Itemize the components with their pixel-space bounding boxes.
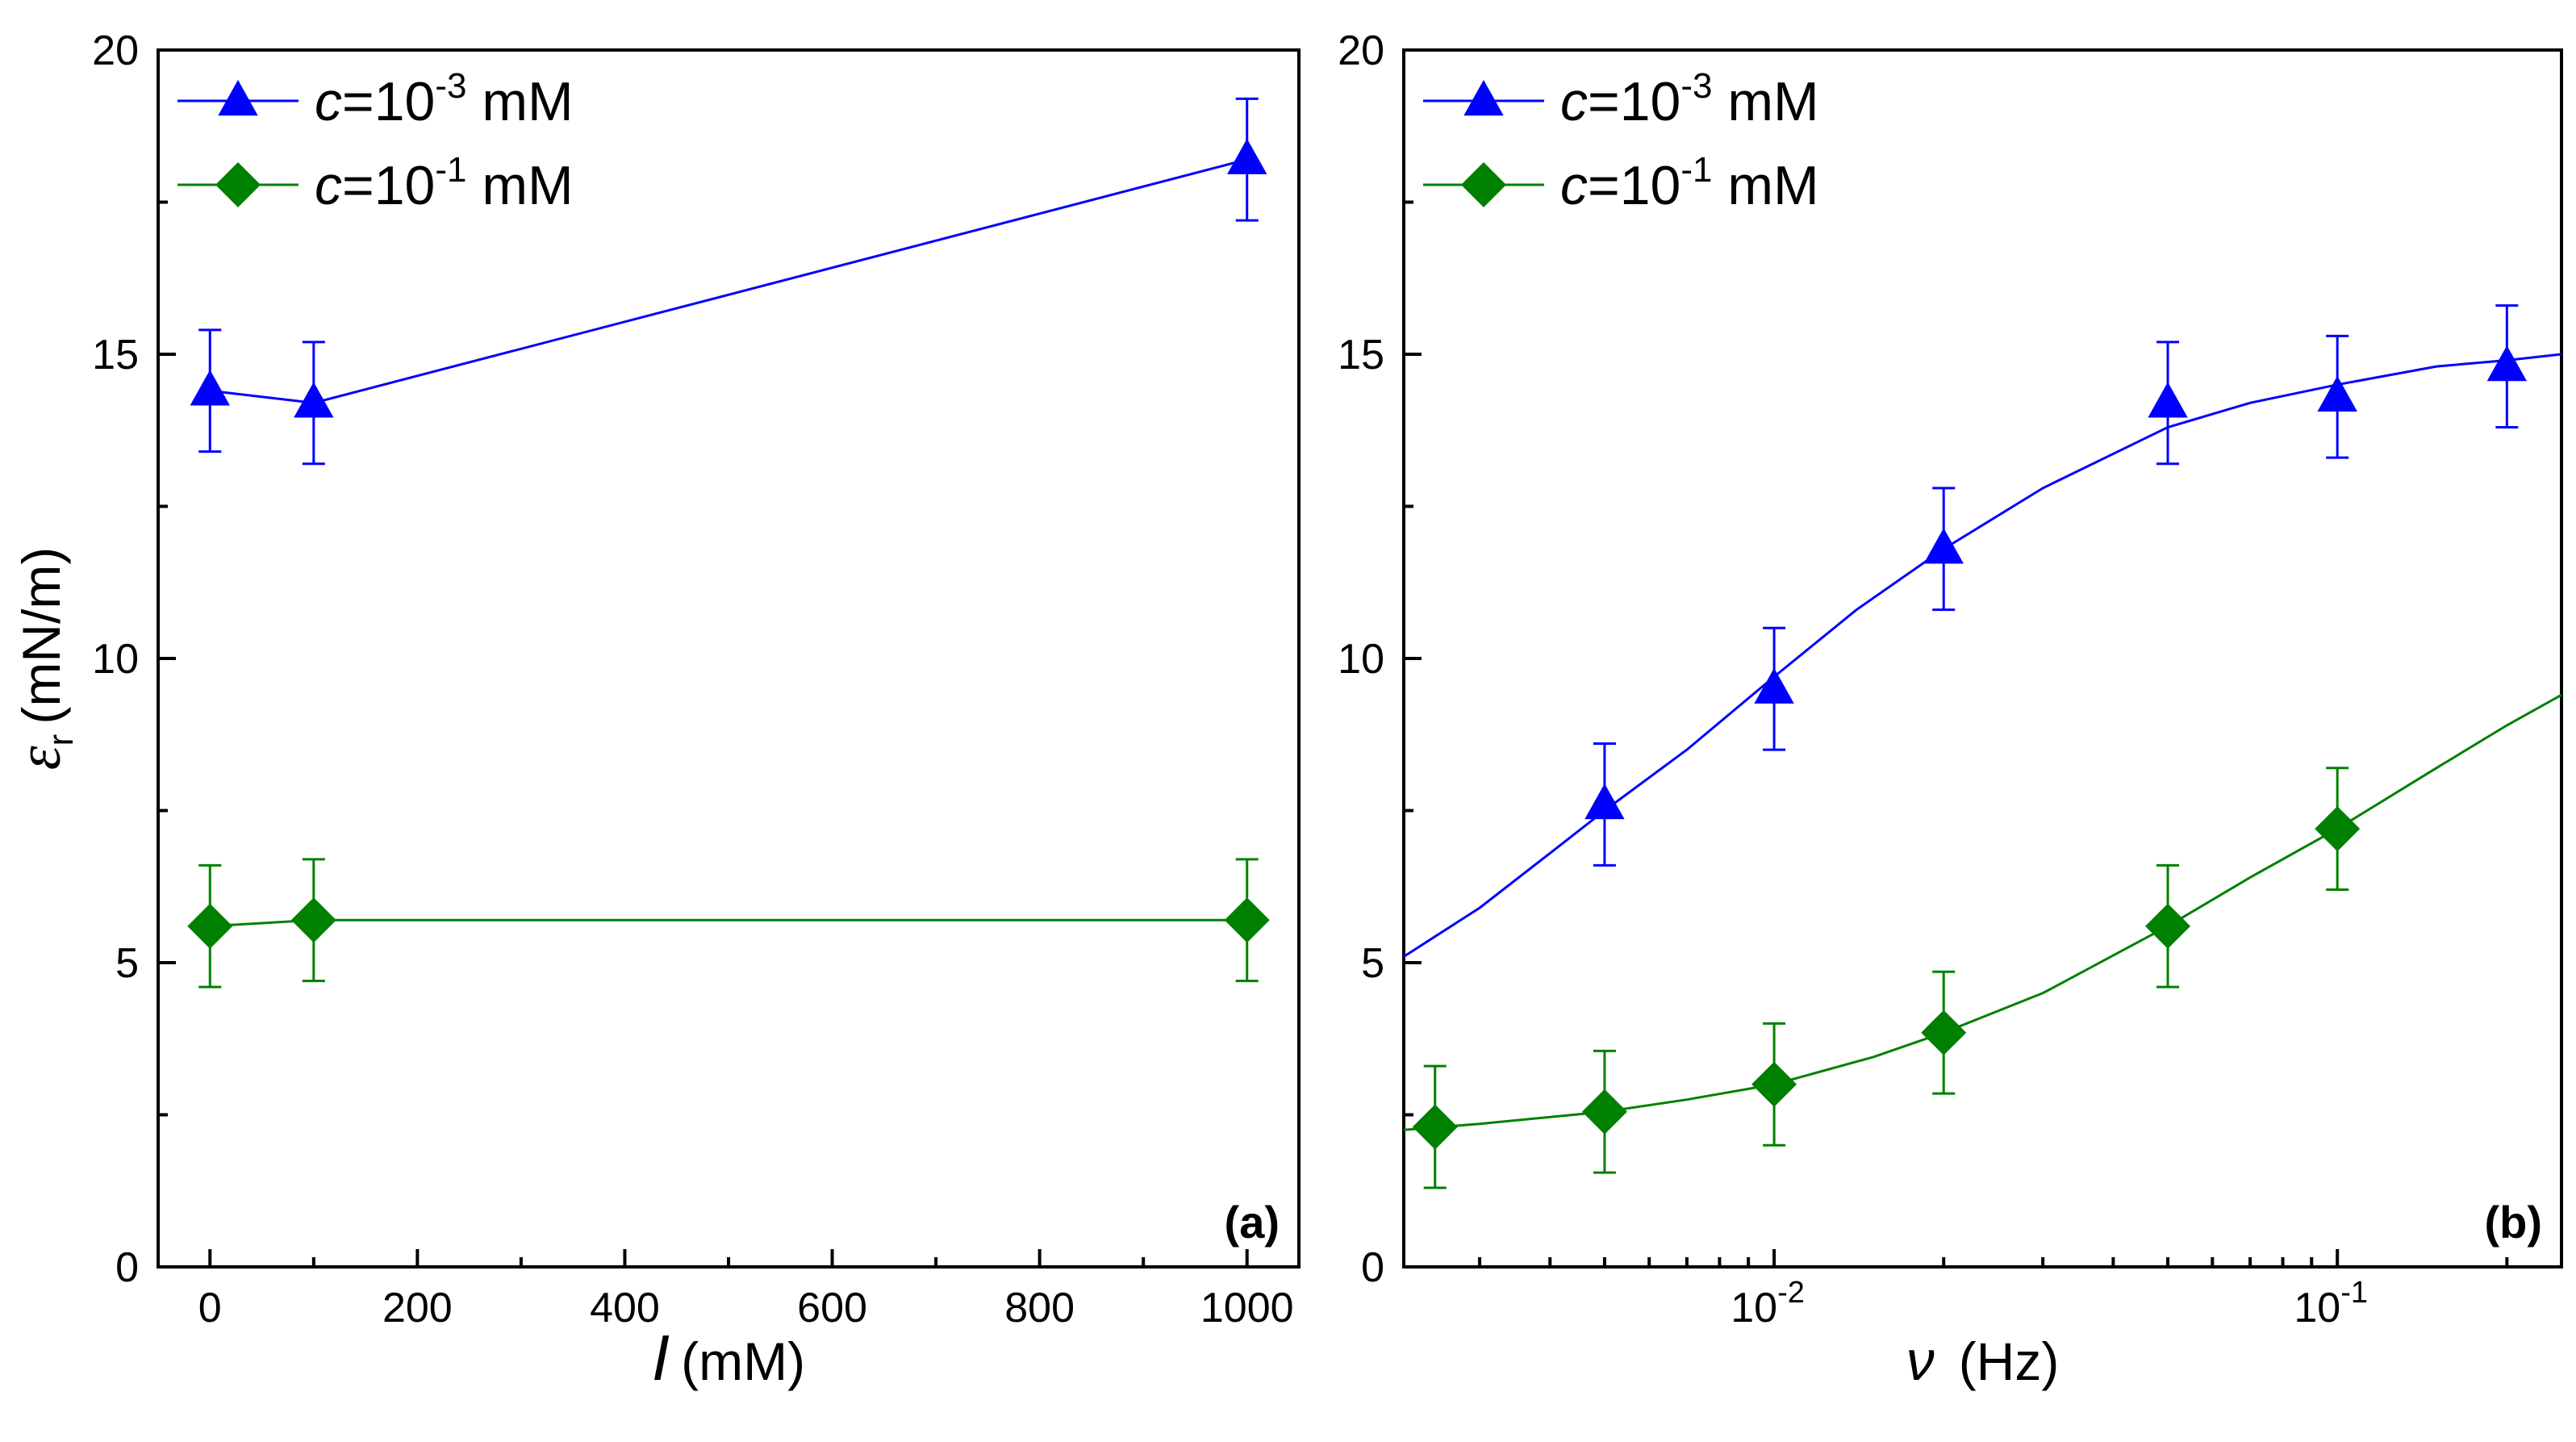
x-axis-unit: (Hz) — [1959, 1331, 2060, 1391]
fit-curve — [1403, 353, 2562, 958]
x-tick-label: 600 — [797, 1285, 867, 1331]
plot-frame — [1402, 48, 2563, 1269]
legend-label-exponent: -1 — [1680, 150, 1712, 190]
legend-label-var: c — [1560, 71, 1588, 132]
legend-label-base: =10 — [342, 155, 435, 216]
y-axis-unit: (mN/m) — [11, 547, 71, 725]
legend-entry: c=10-3 mM — [1423, 66, 1819, 132]
legend-label: c=10-3 mM — [1560, 66, 1819, 132]
data-point — [1581, 1089, 1627, 1135]
y-tick-label: 10 — [92, 636, 139, 683]
legend-entry: c=10-1 mM — [177, 150, 574, 216]
y-axis-symbol: ε — [6, 746, 73, 770]
legend-label-var: c — [1560, 155, 1588, 216]
legend-marker — [1461, 162, 1506, 207]
legend-label-unit: mM — [1712, 155, 1818, 216]
plot-frame — [157, 48, 1301, 1269]
x-tick-label: 10-2 — [1731, 1276, 1805, 1331]
legend-label-unit: mM — [1712, 71, 1818, 132]
x-tick-label-exponent: -2 — [1777, 1276, 1805, 1310]
data-point — [2486, 345, 2528, 382]
y-tick-label: 15 — [92, 332, 139, 378]
panel-label: (b) — [2484, 1197, 2542, 1248]
legend-label-unit: mM — [466, 71, 573, 132]
y-tick-label: 0 — [115, 1244, 139, 1291]
x-tick-label: 400 — [590, 1285, 660, 1331]
legend-label-base: =10 — [1588, 71, 1680, 132]
legend-entry: c=10-1 mM — [1423, 150, 1819, 216]
legend-label-exponent: -1 — [435, 150, 466, 190]
x-tick-label-exponent: -1 — [2340, 1276, 2368, 1310]
x-axis-symbol: ν — [1906, 1329, 1935, 1392]
data-point — [1227, 138, 1267, 174]
series-0 — [190, 97, 1267, 466]
x-axis-label: I (mM) — [652, 1322, 805, 1394]
data-point — [1412, 1104, 1458, 1150]
x-tick-label: 1000 — [1200, 1285, 1294, 1331]
y-tick-label: 20 — [92, 27, 139, 74]
legend-label-exponent: -3 — [1680, 66, 1712, 106]
data-point — [2315, 806, 2361, 852]
y-axis-label: εr (mN/m) — [6, 547, 81, 771]
x-tick-label: 0 — [198, 1285, 222, 1331]
y-tick-label: 10 — [1338, 636, 1384, 683]
series-1 — [1403, 693, 2562, 1189]
series-0 — [1403, 304, 2562, 958]
y-tick-label: 5 — [1361, 940, 1384, 987]
y-axis-label-text: εr (mN/m) — [6, 547, 81, 771]
y-tick-label: 15 — [1338, 332, 1384, 378]
legend-label-var: c — [315, 155, 342, 216]
data-point — [1923, 528, 1964, 564]
x-axis-symbol: I — [652, 1322, 670, 1394]
data-point — [1224, 897, 1270, 943]
x-tick-label: 200 — [382, 1285, 453, 1331]
legend-label: c=10-1 mM — [315, 150, 574, 216]
y-tick-label: 5 — [115, 940, 139, 987]
fit-curve — [1403, 693, 2562, 1131]
y-tick-label: 20 — [1338, 27, 1384, 74]
y-axis-subscript: r — [41, 734, 81, 746]
legend-label-base: =10 — [1588, 155, 1680, 216]
data-point — [190, 370, 230, 406]
legend-label: c=10-3 mM — [315, 66, 574, 132]
data-point — [1754, 667, 1794, 704]
x-tick-label-base: 10 — [1731, 1285, 1777, 1331]
legend-marker — [215, 162, 261, 207]
legend-marker — [218, 80, 258, 116]
y-tick-label: 0 — [1361, 1244, 1384, 1291]
series-1 — [187, 858, 1270, 989]
x-tick-label-base: 10 — [2294, 1285, 2340, 1331]
data-point — [2145, 903, 2191, 949]
legend-marker — [1463, 80, 1504, 116]
panel-label: (a) — [1225, 1197, 1280, 1248]
x-axis-unit: (mM) — [681, 1331, 805, 1391]
x-axis-label: ν (Hz) — [1906, 1329, 2060, 1392]
legend-label-var: c — [315, 71, 342, 132]
data-point — [1751, 1061, 1797, 1107]
data-point — [294, 382, 334, 418]
data-point — [290, 897, 336, 943]
x-tick-label: 10-1 — [2294, 1276, 2368, 1331]
legend-label-unit: mM — [466, 155, 573, 216]
legend-label-base: =10 — [342, 71, 435, 132]
data-point — [1921, 1009, 1967, 1055]
legend-label-exponent: -3 — [435, 66, 466, 106]
data-point — [187, 903, 233, 949]
legend-label: c=10-1 mM — [1560, 150, 1819, 216]
legend-entry: c=10-3 mM — [177, 66, 574, 132]
data-point — [1584, 783, 1625, 820]
data-point — [2317, 375, 2357, 412]
data-point — [2148, 382, 2188, 418]
x-tick-label: 800 — [1004, 1285, 1075, 1331]
series-line — [210, 918, 1247, 928]
